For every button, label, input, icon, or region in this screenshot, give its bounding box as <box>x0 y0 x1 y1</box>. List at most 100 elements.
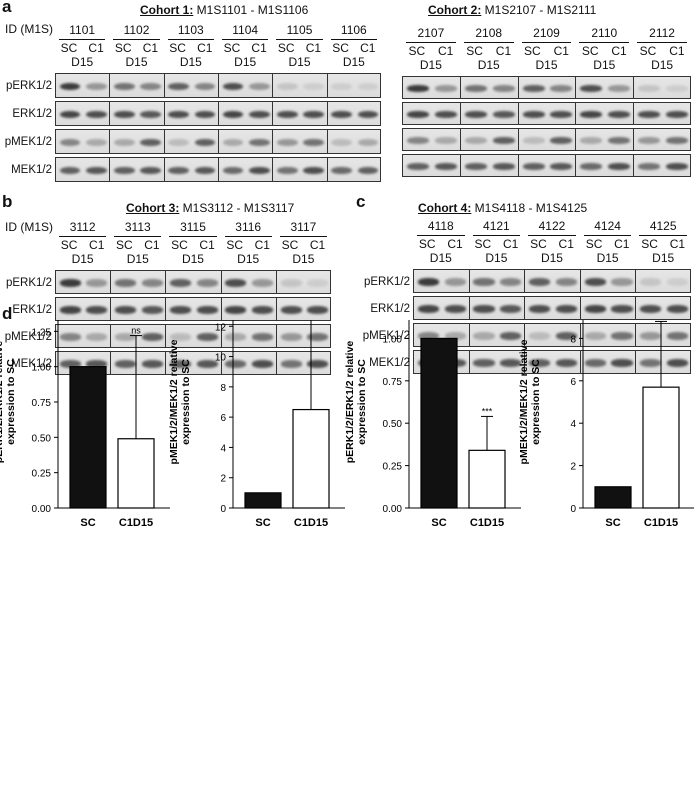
lane-sc-label: SC <box>418 237 436 251</box>
cohort3-blot-MEK1/2 <box>55 351 331 375</box>
lane-sc-label: SC <box>639 44 657 58</box>
protein-band <box>307 333 329 341</box>
lane-c1-label: C1 <box>611 44 627 58</box>
protein-band <box>608 137 631 144</box>
protein-band <box>464 137 487 144</box>
blot-segment <box>166 352 222 374</box>
sample-id: 4118 <box>427 219 454 233</box>
blot-segment <box>164 102 219 125</box>
blot-segment <box>56 298 112 320</box>
protein-band <box>141 360 163 368</box>
blot-segment <box>460 103 519 124</box>
blot-segment <box>219 158 274 181</box>
blot-segment <box>525 351 581 373</box>
protein-band <box>640 305 662 313</box>
cohort2-sample-2107: 2107 SC C1 D15 <box>402 26 460 74</box>
day-label: D15 <box>652 251 675 265</box>
cohort2-sample-2108: 2108 SC C1 D15 <box>460 26 518 74</box>
blot-segment <box>469 324 526 346</box>
blot-segment <box>327 102 380 125</box>
protein-band <box>280 306 302 314</box>
protein-band <box>522 163 545 170</box>
day-label: D15 <box>237 252 260 266</box>
protein-band <box>251 279 273 287</box>
sample-id: 4125 <box>649 219 677 233</box>
protein-band <box>222 166 244 175</box>
protein-band <box>407 137 429 144</box>
blot-segment <box>414 297 470 319</box>
protein-band <box>407 163 429 170</box>
sample-id: 3117 <box>290 220 317 234</box>
sample-id: 4122 <box>538 219 566 233</box>
protein-band <box>464 163 487 170</box>
blot-segment <box>56 158 111 181</box>
cohort2-blot-MEK1/2 <box>402 154 691 177</box>
protein-band <box>141 279 163 287</box>
lane-c1-label: C1 <box>669 44 685 58</box>
chart-7-significance: ** <box>657 320 665 321</box>
protein-band <box>611 305 633 313</box>
id-label-b: ID (M1S) <box>5 220 53 234</box>
blot-segment <box>221 298 277 320</box>
blot-segment <box>56 130 111 153</box>
blot-segment <box>221 352 277 374</box>
chart-7-ylabel: pMEK1/2/MEK1/2 relative <box>518 339 530 464</box>
protein-band <box>277 138 298 147</box>
protein-band <box>444 278 466 286</box>
protein-band <box>277 110 298 119</box>
panel-letter-b: b <box>2 192 13 211</box>
protein-band <box>529 305 551 313</box>
protein-band <box>225 360 247 368</box>
blot-segment <box>576 155 635 176</box>
day-label: D15 <box>419 58 442 72</box>
protein-band <box>608 111 631 118</box>
protein-band <box>529 332 551 340</box>
lane-c1-label: C1 <box>495 44 512 58</box>
cohort3-row-label-1: ERK1/2 <box>12 303 52 316</box>
protein-band <box>611 359 633 367</box>
protein-band <box>115 279 137 287</box>
day-label: D15 <box>593 58 616 72</box>
chart-7-ytick-label: 6 <box>570 377 576 388</box>
protein-band <box>248 138 270 147</box>
protein-band <box>500 332 522 340</box>
chart-4-significance: ns <box>131 326 141 336</box>
protein-band <box>555 305 577 313</box>
cohort3-blot-pMEK1/2 <box>55 324 331 348</box>
cohort3-sample-3117: 3117 SC C1 D15 <box>276 220 331 268</box>
chart-4-ytick-label: 1.25 <box>32 327 52 338</box>
chart-4-ytick-label: 0.50 <box>32 433 52 444</box>
protein-band <box>473 359 495 367</box>
blot-segment <box>56 102 111 125</box>
blot-segment <box>110 158 165 181</box>
chart-7-xtick-label: C1D15 <box>644 517 678 529</box>
chart-7-ytick-label: 4 <box>570 419 576 430</box>
chart-5-ytick-label: 4 <box>220 443 226 454</box>
chart-5-xtick-label: C1D15 <box>294 517 328 529</box>
sample-id: 3116 <box>235 220 262 234</box>
sample-id: 1103 <box>177 23 204 37</box>
blot-segment <box>327 74 380 97</box>
protein-band <box>550 137 573 144</box>
protein-band <box>85 166 107 175</box>
chart-6-ylabel-2: expression to SC <box>356 359 368 445</box>
chart-4-ytick-label: 0.25 <box>32 469 52 480</box>
blot-segment <box>327 130 380 153</box>
protein-band <box>584 332 606 340</box>
protein-band <box>584 359 606 367</box>
protein-band <box>357 138 379 147</box>
protein-band <box>115 333 137 341</box>
blot-segment <box>580 324 637 346</box>
chart-6-significance: *** <box>482 406 493 416</box>
lane-sc-label: SC <box>226 238 244 252</box>
protein-band <box>608 85 631 92</box>
lane-sc-label: SC <box>530 237 547 251</box>
chart-5-ytick-label: 12 <box>215 322 227 333</box>
sample-id: 2107 <box>417 26 445 40</box>
cohort3-blot-pERK1/2 <box>55 270 331 294</box>
cohort3-sample-3115: 3115 SC C1 D15 <box>165 220 220 268</box>
protein-band <box>464 111 487 118</box>
cohort4-blot-pERK1/2 <box>413 269 691 293</box>
blot-segment <box>110 74 165 97</box>
protein-band <box>640 278 662 286</box>
